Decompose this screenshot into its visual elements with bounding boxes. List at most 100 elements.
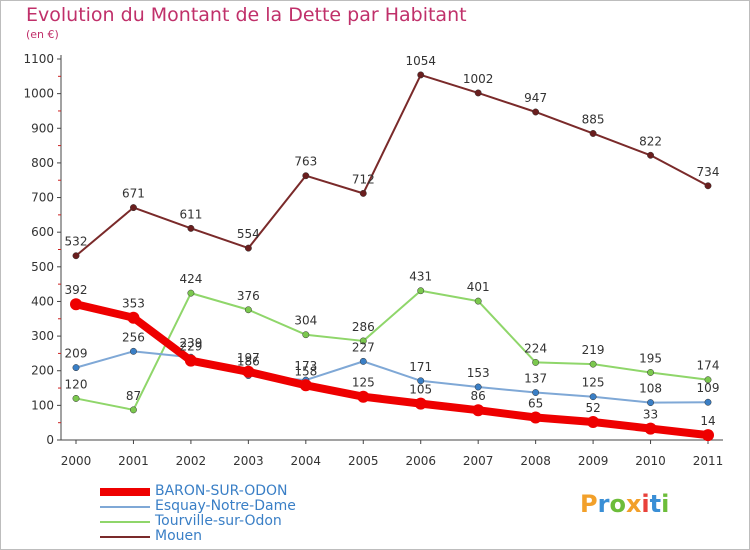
data-point [130, 204, 137, 212]
data-point [242, 365, 255, 378]
data-point [532, 108, 540, 116]
data-label: 125 [352, 376, 375, 390]
series-line [75, 73, 709, 257]
x-tick-label: 2002 [176, 454, 207, 468]
data-label: 401 [467, 280, 490, 294]
data-point [647, 369, 654, 376]
data-label: 885 [582, 112, 605, 126]
y-tick-label: 500 [31, 260, 54, 274]
x-tick-label: 2008 [520, 454, 551, 468]
legend-swatch-baron [100, 488, 150, 496]
legend-item-baron: BARON-SUR-ODON [100, 483, 360, 500]
data-label: 947 [524, 91, 547, 105]
data-point [359, 189, 367, 197]
data-label: 137 [524, 372, 547, 386]
data-label: 52 [585, 401, 600, 415]
legend-label-tourville: Tourville-sur-Odon [155, 513, 282, 529]
data-label: 109 [697, 381, 720, 395]
logo-letter: r [597, 490, 610, 518]
data-point [647, 151, 654, 159]
y-tick-label: 600 [31, 225, 54, 239]
data-point [357, 390, 370, 403]
x-tick-label: 2009 [578, 454, 609, 468]
data-point [72, 394, 80, 402]
data-label: 763 [294, 155, 317, 169]
data-point [359, 357, 367, 365]
legend-item-esquay: Esquay-Notre-Dame [100, 498, 360, 515]
data-label: 822 [639, 134, 662, 148]
logo-letter: x [625, 490, 642, 518]
legend-swatch-esquay [100, 506, 150, 508]
data-point [474, 89, 482, 97]
data-point [70, 298, 82, 311]
data-label: 209 [65, 347, 88, 361]
logo-letter: i [661, 490, 670, 518]
data-label: 424 [179, 272, 202, 286]
logo-letter: t [649, 490, 662, 518]
logo-letter: o [609, 490, 626, 518]
data-label: 108 [639, 382, 662, 396]
data-label: 33 [643, 408, 658, 422]
data-label: 227 [352, 340, 375, 354]
data-point [299, 379, 312, 392]
data-label: 197 [237, 351, 260, 365]
y-tick-label: 0 [46, 433, 54, 447]
legend-label-baron: BARON-SUR-ODON [155, 483, 288, 499]
chart-title: Evolution du Montant de la Dette par Hab… [26, 4, 467, 26]
data-point [72, 252, 80, 260]
data-label: 229 [179, 340, 202, 354]
data-point [417, 71, 425, 79]
y-tick-label: 1000 [23, 87, 54, 101]
x-tick-label: 2005 [348, 454, 379, 468]
x-tick-label: 2007 [463, 454, 494, 468]
y-tick-label: 900 [31, 121, 54, 135]
logo-letter: i [641, 490, 650, 518]
data-label: 532 [65, 235, 88, 249]
data-point [187, 224, 195, 232]
data-label: 611 [179, 207, 202, 221]
data-label: 87 [126, 389, 141, 403]
y-tick-label: 400 [31, 294, 54, 308]
data-point [587, 415, 600, 428]
data-label: 712 [352, 172, 375, 186]
data-point [647, 399, 654, 407]
data-label: 431 [409, 270, 432, 284]
data-point [130, 406, 137, 414]
data-point [302, 172, 310, 180]
data-point [417, 377, 425, 385]
x-tick-label: 2003 [233, 454, 264, 468]
data-label: 125 [582, 376, 605, 390]
series-line [72, 300, 712, 440]
data-point [414, 397, 427, 410]
data-label: 171 [409, 360, 432, 374]
y-tick-label: 300 [31, 329, 54, 343]
data-label: 219 [582, 343, 605, 357]
data-label: 186 [237, 355, 260, 369]
x-tick-label: 2001 [118, 454, 149, 468]
data-point [589, 130, 597, 137]
data-label: 554 [237, 227, 260, 241]
data-point [187, 289, 195, 297]
data-label: 734 [697, 165, 720, 179]
data-point [529, 411, 542, 424]
data-point [704, 182, 712, 190]
data-label: 195 [639, 351, 662, 365]
data-label: 671 [122, 187, 145, 201]
data-point [589, 360, 597, 368]
legend-swatch-mouen [100, 536, 150, 538]
data-point [532, 358, 540, 366]
data-point [244, 306, 252, 314]
legend-item-tourville: Tourville-sur-Odon [100, 513, 360, 530]
series-line [75, 289, 709, 411]
data-point [704, 398, 712, 406]
data-point [474, 383, 482, 391]
x-tick-label: 2011 [693, 454, 724, 468]
data-point [589, 393, 597, 401]
legend-item-mouen: Mouen [100, 528, 360, 545]
y-tick-label: 200 [31, 364, 54, 378]
data-point [417, 287, 425, 295]
data-label: 120 [65, 377, 88, 391]
x-tick-label: 2004 [291, 454, 322, 468]
